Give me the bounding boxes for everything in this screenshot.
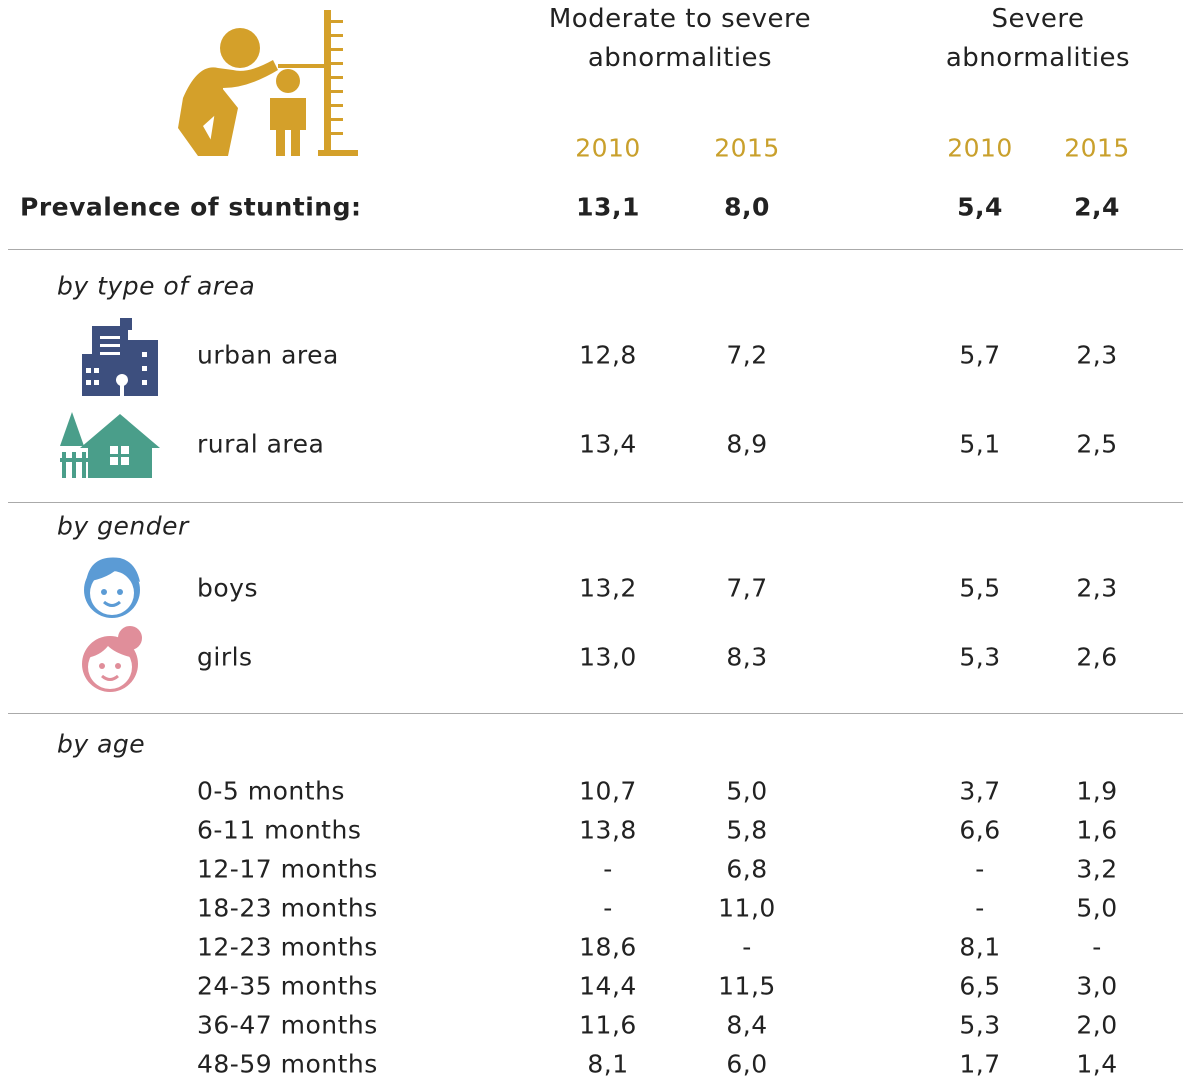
cell-value: 5,0 [1076,893,1118,923]
cell-value: 6,0 [726,1049,768,1079]
row-label: 24-35 months [197,971,378,1001]
row-label: 6-11 months [197,815,362,845]
summary-value: 2,4 [1074,192,1120,222]
cell-value: 1,9 [1076,776,1118,806]
cell-value: 13,0 [579,642,637,672]
row-label: 36-47 months [197,1010,378,1040]
cell-value: - [603,854,613,884]
cell-value: 12,8 [579,340,637,370]
year-header: 2015 [714,133,780,163]
cell-value: 2,0 [1076,1010,1118,1040]
cell-value: 14,4 [579,971,637,1001]
cell-value: 8,3 [726,642,768,672]
cell-value: 2,6 [1076,642,1118,672]
summary-value: 5,4 [957,192,1003,222]
cell-value: 8,1 [587,1049,629,1079]
row-label: boys [197,573,258,603]
group-heading: Severe abnormalities [945,4,1131,73]
row-label: urban area [197,340,339,370]
cell-value: 8,9 [726,429,768,459]
cell-value: - [603,893,613,923]
cell-value: 5,3 [959,642,1001,672]
divider [8,713,1183,714]
cell-value: 5,5 [959,573,1001,603]
cell-value: 11,6 [579,1010,637,1040]
cell-value: 2,5 [1076,429,1118,459]
divider [8,249,1183,250]
section-title: by gender [57,511,189,541]
cell-value: 11,5 [718,971,776,1001]
cell-value: 5,1 [959,429,1001,459]
row-label: 12-17 months [197,854,378,884]
summary-value: 8,0 [724,192,770,222]
cell-value: 7,2 [726,340,768,370]
cell-value: 10,7 [579,776,637,806]
cell-value: - [975,893,985,923]
cell-value: 6,6 [959,815,1001,845]
cell-value: 5,8 [726,815,768,845]
rural-icon [60,412,160,478]
cell-value: 1,7 [959,1049,1001,1079]
measuring-icon [178,10,358,156]
cell-value: 3,2 [1076,854,1118,884]
cell-value: 6,5 [959,971,1001,1001]
row-label: 12-23 months [197,932,378,962]
boy-icon [84,557,140,618]
cell-value: 13,4 [579,429,637,459]
year-header: 2010 [575,133,641,163]
cell-value: 3,0 [1076,971,1118,1001]
cell-value: 18,6 [579,932,637,962]
cell-value: 5,0 [726,776,768,806]
cell-value: 8,1 [959,932,1001,962]
cell-value: - [742,932,752,962]
cell-value: 13,8 [579,815,637,845]
cell-value: 1,6 [1076,815,1118,845]
cell-value: 6,8 [726,854,768,884]
row-label: girls [197,642,253,672]
urban-icon [82,318,158,396]
divider [8,502,1183,503]
year-header: 2010 [947,133,1013,163]
summary-value: 13,1 [576,192,640,222]
year-header: 2015 [1064,133,1130,163]
summary-label: Prevalence of stunting: [20,192,362,222]
cell-value: 7,7 [726,573,768,603]
section-title: by age [57,729,146,759]
cell-value: 13,2 [579,573,637,603]
row-label: 0-5 months [197,776,345,806]
row-label: rural area [197,429,325,459]
cell-value: 8,4 [726,1010,768,1040]
group-heading: Moderate to severe abnormalities [548,4,812,73]
cell-value: - [1092,932,1102,962]
cell-value: 2,3 [1076,340,1118,370]
cell-value: 5,3 [959,1010,1001,1040]
cell-value: 11,0 [718,893,776,923]
row-label: 48-59 months [197,1049,378,1079]
girl-icon [82,626,142,692]
cell-value: 2,3 [1076,573,1118,603]
cell-value: 3,7 [959,776,1001,806]
cell-value: 5,7 [959,340,1001,370]
section-title: by type of area [57,271,256,301]
cell-value: - [975,854,985,884]
cell-value: 1,4 [1076,1049,1118,1079]
row-label: 18-23 months [197,893,378,923]
